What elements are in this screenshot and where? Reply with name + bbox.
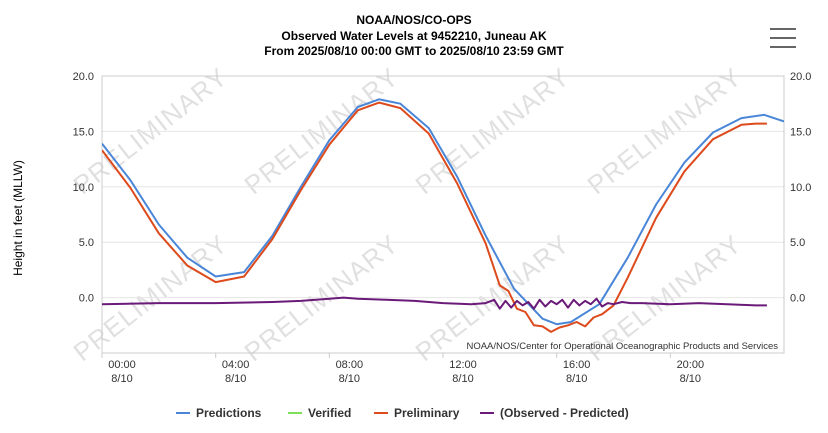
legend-label: Preliminary [394, 406, 460, 420]
y-axis-left: 20.0 15.0 10.0 5.0 0.0 [73, 71, 94, 305]
menu-bar-icon [770, 37, 796, 39]
x-tick-date-label: 8/10 [339, 373, 360, 385]
chart-title-line-3: From 2025/08/10 00:00 GMT to 2025/08/10 … [264, 44, 564, 58]
y-tick-label-left: 20.0 [73, 71, 94, 83]
x-tick-time-label: 04:00 [222, 359, 250, 371]
y-tick-label-right: 0.0 [790, 293, 805, 305]
chart-title: NOAA/NOS/CO-OPS Observed Water Levels at… [264, 13, 564, 58]
y-tick-label-left: 10.0 [73, 182, 94, 194]
x-tick-date-label: 8/10 [225, 373, 246, 385]
legend-label: Predictions [196, 406, 262, 420]
x-axis: 00:00 8/10 04:00 8/10 08:00 8/10 12:00 8/10 16:0… [101, 353, 705, 385]
menu-bar-icon [770, 46, 796, 48]
y-tick-label-right: 10.0 [790, 182, 811, 194]
chart-title-line-2: Observed Water Levels at 9452210, Juneau… [281, 29, 547, 43]
watermark-layer: PRELIMINARY PRELIMINARY PRELIMINARY PRELIMI… [68, 62, 748, 368]
x-tick-time-label: 08:00 [336, 359, 364, 371]
chart-credits[interactable]: NOAA/NOS/Center for Operational Oceanogr… [466, 341, 778, 352]
y-axis-right: 20.0 15.0 10.0 5.0 0.0 [790, 71, 811, 305]
chart-menu-button[interactable] [764, 22, 804, 54]
series-line-preliminary[interactable] [102, 101, 767, 333]
series-line-predictions[interactable] [102, 98, 784, 326]
y-tick-label-right: 5.0 [790, 237, 805, 249]
x-tick-date-label: 8/10 [680, 373, 701, 385]
menu-bar-icon [770, 28, 796, 30]
legend-label: (Observed - Predicted) [500, 406, 629, 420]
legend-label: Verified [308, 406, 351, 420]
series-layer [102, 98, 784, 333]
legend-item-predictions[interactable]: Predictions [176, 406, 262, 420]
series-line-observed-predicted[interactable] [102, 296, 767, 310]
legend-item-observed-predicted[interactable]: (Observed - Predicted) [480, 406, 629, 420]
y-tick-label-left: 5.0 [79, 237, 94, 249]
x-tick-time-label: 00:00 [108, 359, 136, 371]
x-tick-time-label: 20:00 [677, 359, 705, 371]
x-tick-date-label: 8/10 [452, 373, 473, 385]
y-tick-label-left: 0.0 [79, 293, 94, 305]
y-tick-label-right: 20.0 [790, 71, 811, 83]
chart-title-line-1: NOAA/NOS/CO-OPS [356, 13, 471, 27]
x-tick-time-label: 12:00 [449, 359, 477, 371]
y-axis-title: Height in feet (MLLW) [11, 160, 25, 276]
legend-item-preliminary[interactable]: Preliminary [374, 406, 460, 420]
legend: Predictions Verified Preliminary (Observed … [176, 406, 629, 420]
y-tick-label-right: 15.0 [790, 126, 811, 138]
legend-item-verified[interactable]: Verified [288, 406, 351, 420]
x-tick-date-label: 8/10 [111, 373, 132, 385]
x-tick-time-label: 16:00 [563, 359, 591, 371]
x-tick-date-label: 8/10 [566, 373, 587, 385]
y-tick-label-left: 15.0 [73, 126, 94, 138]
